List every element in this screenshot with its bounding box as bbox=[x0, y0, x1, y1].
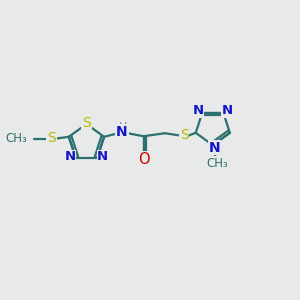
Text: H: H bbox=[118, 122, 127, 132]
Text: N: N bbox=[97, 150, 108, 164]
Text: N: N bbox=[193, 104, 204, 117]
Text: N: N bbox=[64, 150, 76, 164]
Text: S: S bbox=[47, 131, 56, 145]
Text: N: N bbox=[208, 141, 220, 154]
Text: CH₃: CH₃ bbox=[5, 132, 27, 145]
Text: S: S bbox=[180, 128, 189, 142]
Text: CH₃: CH₃ bbox=[206, 157, 228, 169]
Text: S: S bbox=[82, 116, 91, 130]
Text: N: N bbox=[116, 125, 128, 139]
Text: N: N bbox=[222, 104, 233, 117]
Text: O: O bbox=[138, 152, 150, 167]
